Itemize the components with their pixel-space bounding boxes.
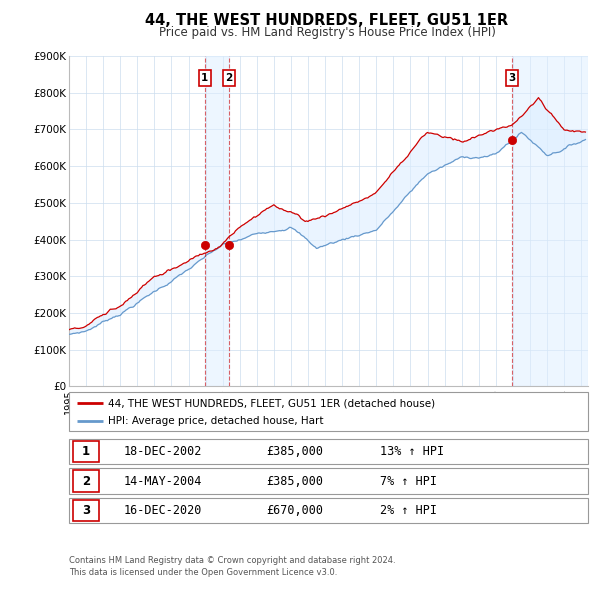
Text: 2: 2	[82, 474, 90, 488]
Text: 2% ↑ HPI: 2% ↑ HPI	[380, 504, 437, 517]
Bar	[73, 441, 99, 463]
Text: £670,000: £670,000	[266, 504, 323, 517]
Text: Price paid vs. HM Land Registry's House Price Index (HPI): Price paid vs. HM Land Registry's House …	[158, 26, 496, 39]
Text: £385,000: £385,000	[266, 445, 323, 458]
Text: 7% ↑ HPI: 7% ↑ HPI	[380, 474, 437, 488]
Bar	[205, 56, 229, 386]
Text: 13% ↑ HPI: 13% ↑ HPI	[380, 445, 445, 458]
Text: 2: 2	[226, 73, 233, 83]
Text: £385,000: £385,000	[266, 474, 323, 488]
Text: 18-DEC-2002: 18-DEC-2002	[124, 445, 202, 458]
Text: 44, THE WEST HUNDREDS, FLEET, GU51 1ER (detached house): 44, THE WEST HUNDREDS, FLEET, GU51 1ER (…	[108, 398, 435, 408]
Text: 44, THE WEST HUNDREDS, FLEET, GU51 1ER: 44, THE WEST HUNDREDS, FLEET, GU51 1ER	[145, 13, 509, 28]
Text: 16-DEC-2020: 16-DEC-2020	[124, 504, 202, 517]
Text: 14-MAY-2004: 14-MAY-2004	[124, 474, 202, 488]
Bar	[512, 56, 588, 386]
Bar	[73, 500, 99, 522]
Text: Contains HM Land Registry data © Crown copyright and database right 2024.: Contains HM Land Registry data © Crown c…	[69, 556, 395, 565]
Text: This data is licensed under the Open Government Licence v3.0.: This data is licensed under the Open Gov…	[69, 568, 337, 577]
Text: 1: 1	[201, 73, 209, 83]
Text: 3: 3	[82, 504, 90, 517]
Text: 1: 1	[82, 445, 90, 458]
Bar	[73, 470, 99, 492]
Text: 3: 3	[509, 73, 516, 83]
Text: HPI: Average price, detached house, Hart: HPI: Average price, detached house, Hart	[108, 416, 323, 426]
